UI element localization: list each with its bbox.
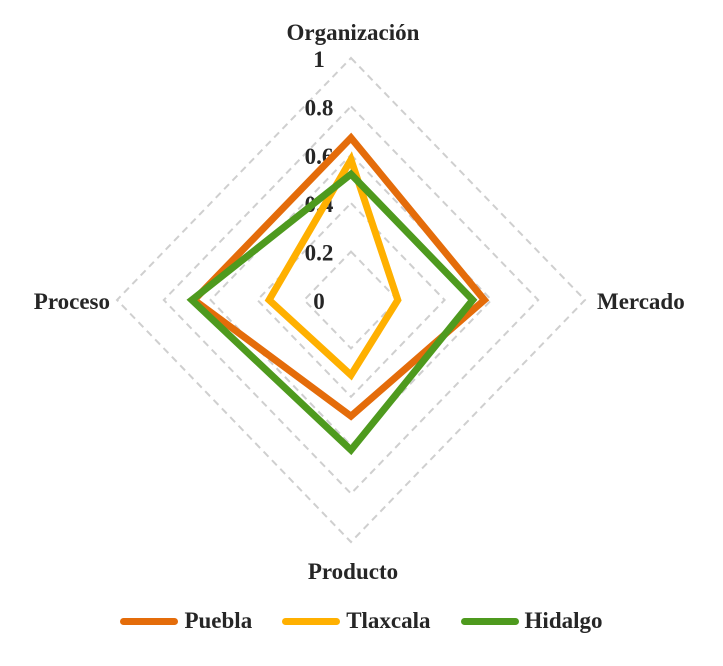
legend-label: Tlaxcala	[346, 608, 431, 633]
tick-labels: 00.20.40.60.81	[305, 47, 334, 314]
legend-item-puebla: Puebla	[120, 608, 252, 634]
series-hidalgo	[186, 169, 478, 456]
tick-label: 0	[313, 289, 325, 314]
grid-ring	[115, 56, 587, 544]
series-tlaxcala	[264, 151, 402, 381]
legend-swatch-tlaxcala	[282, 617, 341, 625]
grid-ring	[209, 153, 493, 447]
tick-label: 1	[313, 47, 325, 72]
axis-labels: Organización Mercado Producto Proceso	[34, 20, 685, 584]
axis-label: Proceso	[34, 289, 110, 314]
legend-item-hidalgo: Hidalgo	[460, 608, 603, 634]
data-series	[186, 132, 490, 456]
axis-label: Producto	[308, 559, 398, 584]
tick-label: 0.2	[305, 241, 334, 266]
legend-item-tlaxcala: Tlaxcala	[282, 608, 431, 634]
tick-label: 0.8	[305, 95, 334, 120]
legend-swatch-hidalgo	[460, 617, 519, 625]
legend-label: Hidalgo	[524, 608, 603, 633]
legend-label: Puebla	[184, 608, 253, 633]
legend-swatch-puebla	[120, 617, 179, 625]
grid-ring	[302, 250, 400, 350]
series-puebla	[188, 132, 490, 421]
legend: Puebla Tlaxcala Hidalgo	[0, 608, 723, 634]
axis-label: Organización	[287, 20, 420, 45]
axis-label: Mercado	[597, 289, 685, 314]
